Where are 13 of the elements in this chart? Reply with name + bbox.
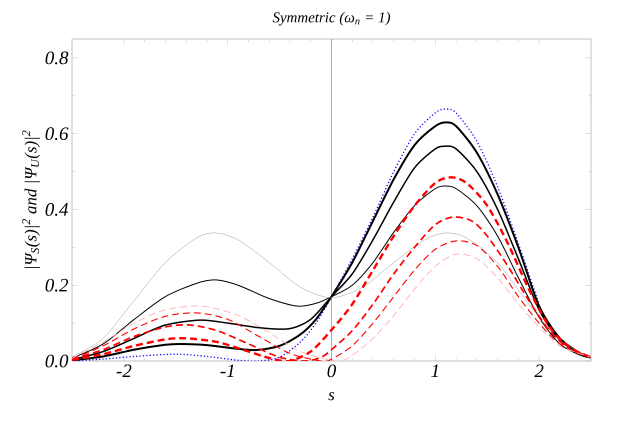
y-tick-label: 0.6	[46, 127, 68, 140]
x-tick-label: -2	[116, 364, 132, 378]
x-tick-label: 1	[431, 364, 438, 378]
chart-title: Symmetric (ω$_{n}$ = 1)	[272, 12, 390, 26]
y-tick-label: 0.0	[46, 354, 68, 368]
x-tick-label: 0	[328, 364, 336, 378]
y-tick-label: 0.4	[46, 203, 68, 216]
x-tick-label: -1	[220, 364, 234, 378]
y-tick-label: 0.2	[46, 278, 68, 292]
y-tick-label: 0.8	[46, 52, 68, 64]
x-tick-label: 2	[534, 364, 544, 378]
y-axis-title: |Ψ$_{S}$(s)|$^{2}$ and |Ψ$_{U}$(s)|$^{2}$	[22, 130, 40, 268]
x-axis-title: s	[328, 392, 334, 400]
